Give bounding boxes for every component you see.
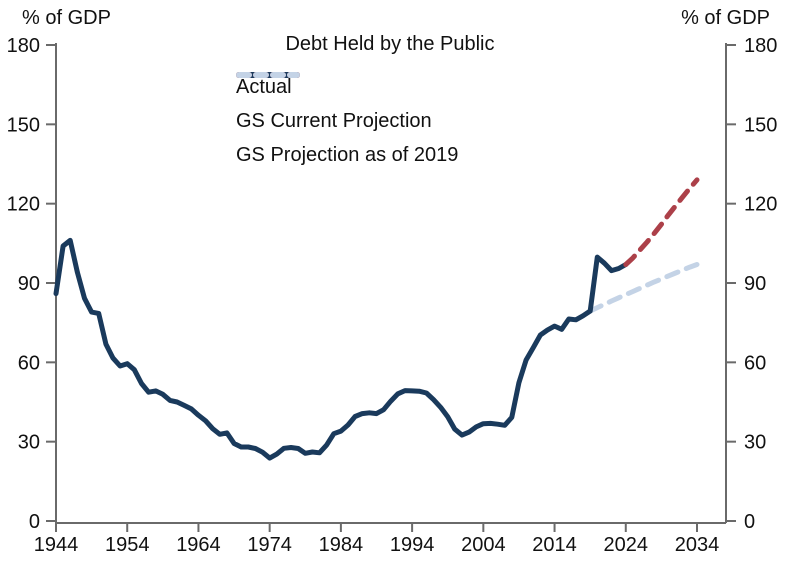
svg-text:60: 60	[744, 352, 766, 374]
svg-text:1994: 1994	[390, 534, 435, 556]
svg-text:30: 30	[744, 432, 766, 454]
chart-title: Debt Held by the Public	[285, 33, 495, 55]
svg-text:2034: 2034	[675, 534, 720, 556]
svg-text:1964: 1964	[176, 534, 221, 556]
y-axis-unit-left: % of GDP	[22, 7, 111, 29]
svg-text:1984: 1984	[319, 534, 364, 556]
svg-text:90: 90	[744, 273, 766, 295]
svg-text:2004: 2004	[461, 534, 506, 556]
legend: Actual GS Current Projection GS Projecti…	[236, 70, 458, 172]
svg-text:1954: 1954	[105, 534, 150, 556]
legend-item-gs-projection-2019: GS Projection as of 2019	[236, 72, 459, 172]
svg-text:150: 150	[744, 114, 777, 136]
svg-text:2024: 2024	[604, 534, 649, 556]
legend-label-gs-projection-2019: GS Projection as of 2019	[236, 144, 459, 166]
svg-text:120: 120	[7, 194, 40, 216]
svg-text:1974: 1974	[247, 534, 292, 556]
svg-text:1944: 1944	[34, 534, 79, 556]
svg-text:0: 0	[29, 511, 40, 533]
svg-text:90: 90	[18, 273, 40, 295]
svg-text:120: 120	[744, 194, 777, 216]
svg-text:0: 0	[744, 511, 755, 533]
legend-swatch-gs-2019-dashes	[236, 72, 300, 78]
svg-text:180: 180	[744, 35, 777, 57]
svg-text:180: 180	[7, 35, 40, 57]
svg-text:60: 60	[18, 352, 40, 374]
svg-text:2014: 2014	[532, 534, 577, 556]
legend-label-gs-current-projection: GS Current Projection	[236, 110, 432, 132]
legend-label-actual: Actual	[236, 76, 292, 98]
y-axis-unit-right: % of GDP	[681, 7, 770, 29]
svg-text:30: 30	[18, 432, 40, 454]
legend-item-gs-current-projection: GS Current Projection	[236, 72, 458, 138]
svg-text:150: 150	[7, 114, 40, 136]
